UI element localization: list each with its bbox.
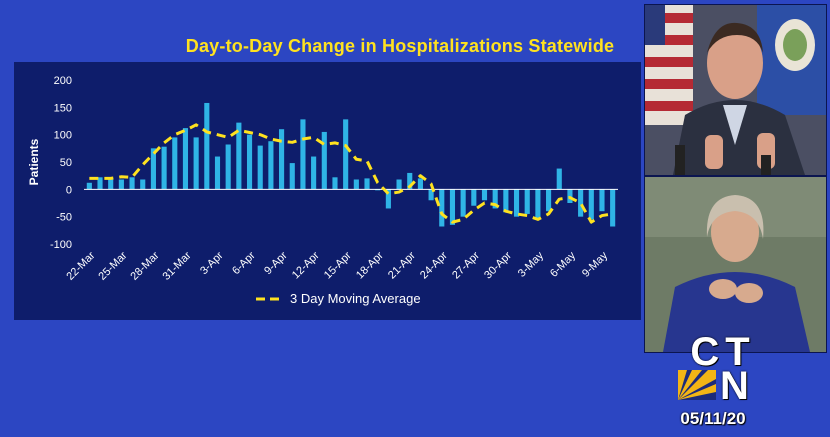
x-tick-label: 22-Mar [64, 249, 97, 282]
y-tick-label: -100 [50, 239, 72, 251]
bar-19-Apr [385, 189, 391, 209]
x-tick-label: 9-Apr [262, 249, 290, 277]
ctn-logo: CT N [668, 330, 778, 408]
bar-30-Mar [172, 137, 178, 190]
bar-12-Apr [311, 156, 317, 190]
moving-average-line [89, 123, 613, 224]
bar-10-Apr [289, 163, 295, 190]
bar-7-Apr [257, 145, 263, 190]
x-tick-label: 6-Apr [230, 249, 258, 277]
y-tick-label: 0 [66, 184, 72, 196]
bar-1-Apr [193, 137, 199, 190]
bar-26-Mar [129, 177, 135, 190]
bar-5-Apr [236, 122, 242, 190]
bar-17-Apr [364, 178, 370, 190]
bar-6-Apr [246, 134, 253, 190]
x-tick-label: 9-May [580, 249, 610, 279]
ctn-logo-ct-text: CT [690, 330, 756, 374]
bar-26-Apr [460, 189, 466, 217]
bar-23-Mar [97, 177, 103, 190]
bar-14-Apr [332, 177, 338, 190]
x-tick-label: 3-Apr [198, 249, 226, 277]
chart-panel: 200 150 100 50 0 -50 -100 Patients 22-Mar 25-Mar 2… [14, 62, 641, 320]
y-axis-title: Patients [27, 138, 41, 185]
bar-24-Mar [108, 178, 114, 190]
y-tick-label: 50 [60, 157, 72, 169]
bar-9-May [599, 189, 605, 212]
interpreter-video-feed [644, 176, 827, 353]
bar-10-May [610, 189, 616, 227]
x-tick-label: 18-Apr [354, 249, 386, 281]
us-flag-graphic [645, 5, 693, 125]
bar-15-Apr [343, 119, 349, 190]
bar-27-Mar [140, 179, 146, 190]
interpreter-figure [663, 195, 810, 352]
y-tick-label: 150 [54, 102, 72, 114]
legend-label: 3 Day Moving Average [290, 291, 421, 306]
y-tick-label: 100 [54, 130, 72, 142]
bar-8-Apr [268, 141, 274, 190]
x-tick-label: 15-Apr [322, 249, 354, 281]
bar-23-Apr [428, 189, 434, 201]
slide-title: Day-to-Day Change in Hospitalizations St… [185, 36, 615, 56]
y-tick-label: 200 [54, 75, 72, 87]
bar-22-Apr [417, 178, 423, 190]
bar-22-Mar [86, 182, 92, 190]
x-tick-label: 6-May [548, 249, 578, 279]
bar-7-May [578, 189, 584, 217]
bar-16-Apr [353, 179, 359, 190]
bar-31-Mar [182, 128, 189, 190]
x-tick-label: 25-Mar [96, 249, 129, 282]
broadcast-date: 05/11/20 [680, 409, 746, 428]
bar-25-Mar [118, 179, 124, 190]
bar-3-Apr [214, 156, 221, 190]
state-flag-graphic [757, 5, 826, 115]
bar-28-Mar [150, 148, 156, 190]
x-tick-label: 27-Apr [450, 249, 482, 281]
bar-20-Apr [396, 179, 402, 190]
ctn-sun-icon [678, 370, 716, 400]
x-tick-label: 30-Apr [482, 249, 514, 281]
interpreter-video-image [645, 177, 826, 352]
speaker-figure [673, 22, 805, 175]
bar-25-Apr [449, 189, 456, 225]
bar-27-Apr [471, 189, 477, 206]
y-tick-label: -50 [56, 212, 72, 224]
bar-9-Apr [279, 129, 285, 190]
bar-5-May [556, 168, 562, 190]
bar-8-May [588, 189, 594, 220]
x-tick-label: 24-Apr [418, 249, 450, 281]
bar-11-Apr [300, 119, 306, 190]
bar-28-Apr [481, 189, 488, 201]
bar-2-May [524, 189, 530, 214]
bar-4-Apr [225, 144, 231, 190]
bar-3-May [535, 189, 541, 220]
hospitalization-chart: 200150100500-50-100Patients22-Mar25-Mar2… [27, 75, 618, 306]
bar-21-Apr [407, 172, 413, 190]
bar-18-Apr [375, 189, 381, 191]
ctn-logo-n-text: N [720, 364, 749, 408]
x-tick-label: 12-Apr [290, 249, 322, 281]
bar-2-Apr [204, 102, 210, 190]
x-tick-label: 21-Apr [386, 249, 418, 281]
bar-30-Apr [503, 189, 509, 213]
bar-24-Apr [439, 189, 445, 227]
x-tick-label: 31-Mar [160, 249, 193, 282]
speaker-video-feed [644, 4, 827, 176]
bar-13-Apr [321, 131, 327, 190]
x-tick-label: 28-Mar [128, 249, 161, 282]
speaker-video-image [645, 5, 826, 175]
bar-29-Apr [492, 189, 498, 209]
bar-1-May [513, 189, 520, 217]
bar-4-May [546, 189, 552, 212]
bar-29-Mar [161, 146, 167, 190]
x-tick-label: 3-May [516, 249, 546, 279]
